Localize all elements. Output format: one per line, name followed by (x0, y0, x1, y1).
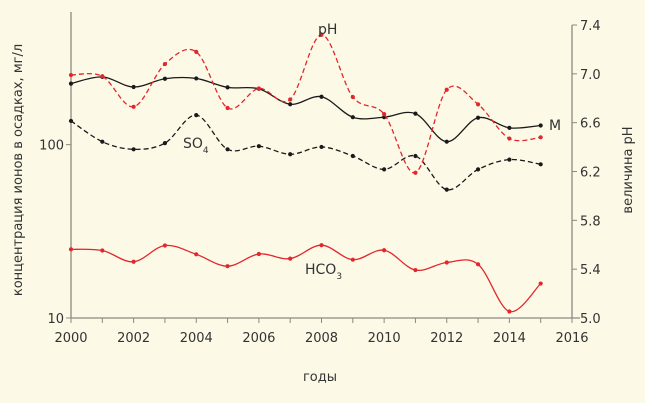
data-point-ph (288, 97, 293, 102)
data-point-so4 (162, 141, 168, 146)
data-point-hco3 (100, 248, 105, 253)
data-point-so4 (100, 139, 105, 144)
x-tick-label: 2014 (493, 331, 526, 346)
series-line-ph (70, 34, 541, 174)
y2-axis-title: величина pH (621, 126, 636, 213)
series-label-ph: pH (318, 22, 337, 38)
data-point-so4 (225, 147, 230, 152)
subscript: 4 (203, 146, 209, 156)
data-point-m (194, 76, 199, 81)
series-line-m (70, 76, 541, 143)
y2-tick-label: 7.4 (580, 19, 601, 34)
data-point-hco3 (413, 267, 418, 273)
data-point-ph (475, 102, 481, 107)
y2-tick-label: 6.6 (580, 117, 601, 132)
data-point-hco3 (225, 264, 230, 269)
data-point-hco3 (475, 262, 481, 267)
data-point-m (131, 84, 136, 90)
data-point-so4 (350, 153, 355, 159)
axes: 2000 2002 2004 2006 2008 2010 2012 2014 2016 10 10… (39, 12, 601, 346)
x-tick-label: 2012 (430, 331, 463, 346)
data-point-hco3 (288, 256, 293, 261)
data-point-m (68, 81, 74, 86)
series-lines (68, 32, 543, 314)
x-tick-label: 2004 (180, 331, 213, 346)
data-point-m (288, 102, 293, 107)
data-point-ph (319, 32, 324, 37)
x-tick-label: 2002 (117, 331, 150, 346)
y2-tick-label: 5.0 (580, 312, 601, 327)
data-point-m (225, 85, 230, 90)
data-point-so4 (68, 118, 74, 124)
data-point-ph (131, 104, 136, 109)
data-point-m (319, 94, 324, 99)
y2-tick-label: 5.8 (580, 214, 601, 229)
data-point-so4 (319, 144, 324, 150)
data-point-ph (444, 87, 449, 92)
data-point-hco3 (68, 247, 74, 252)
data-point-so4 (475, 167, 481, 172)
data-point-ph (100, 74, 105, 79)
x-tick-label: 2016 (555, 331, 588, 346)
data-point-so4 (444, 187, 449, 192)
data-point-so4 (538, 162, 543, 167)
y2-tick-label: 5.4 (580, 263, 601, 278)
data-point-ph (382, 112, 387, 117)
data-point-ph (225, 105, 230, 111)
data-point-ph (256, 86, 261, 91)
data-point-m (350, 115, 355, 120)
y2-tick-label: 6.2 (580, 166, 601, 181)
data-point-ph (162, 61, 168, 67)
data-point-hco3 (538, 281, 543, 286)
data-point-m (507, 125, 512, 130)
data-point-so4 (507, 157, 512, 162)
data-point-hco3 (256, 251, 261, 257)
data-point-so4 (194, 113, 199, 118)
series-label-hco3: HCO3 (305, 262, 342, 282)
data-point-ph (413, 170, 418, 175)
x-tick-label: 2008 (305, 331, 338, 346)
series-line-so4 (70, 114, 541, 191)
series-labels: M SO4 HCO3 pH (183, 22, 561, 282)
series-line-hco3 (70, 244, 542, 313)
data-point-ph (194, 49, 199, 54)
data-point-ph (68, 72, 74, 78)
data-point-hco3 (194, 252, 199, 257)
y-tick-label: 10 (47, 312, 64, 327)
y-axis-title: концентрация ионов в осадках, мг/л (11, 44, 26, 296)
data-point-hco3 (162, 243, 168, 248)
data-point-hco3 (507, 309, 512, 314)
data-point-so4 (288, 152, 293, 157)
x-tick-label: 2000 (54, 331, 87, 346)
data-point-so4 (131, 147, 136, 152)
data-point-hco3 (444, 260, 449, 265)
series-label-m: M (549, 118, 561, 134)
subscript: 3 (336, 272, 342, 282)
data-point-ph (538, 135, 543, 140)
data-point-m (444, 139, 449, 144)
data-point-hco3 (131, 259, 136, 264)
data-point-so4 (382, 167, 387, 172)
data-point-hco3 (350, 257, 355, 262)
data-point-hco3 (382, 248, 387, 253)
x-tick-label: 2010 (368, 331, 401, 346)
x-tick-label: 2006 (242, 331, 275, 346)
data-point-so4 (256, 144, 261, 149)
x-axis-title: годы (303, 370, 337, 385)
y-tick-label: 100 (39, 139, 64, 154)
data-point-ph (350, 94, 355, 100)
data-point-so4 (413, 153, 418, 159)
series-label-so4: SO4 (183, 136, 209, 156)
data-point-m (475, 115, 481, 120)
y2-tick-label: 7.0 (580, 68, 601, 83)
data-point-hco3 (319, 243, 324, 248)
data-point-m (413, 111, 418, 116)
data-point-m (538, 123, 543, 128)
data-point-ph (507, 136, 512, 141)
data-point-m (162, 76, 168, 81)
